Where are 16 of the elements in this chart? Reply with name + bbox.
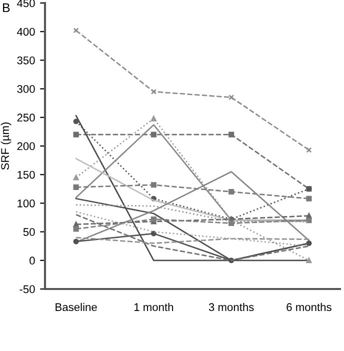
y-tick-label: 300 — [17, 85, 35, 93]
x-tick-label: Baseline — [56, 302, 97, 312]
y-tick-label: -50 — [20, 285, 35, 294]
y-tick-label: 100 — [18, 199, 35, 208]
x-tick-label: 3 months — [208, 302, 254, 312]
y-tick-label: 200 — [17, 142, 35, 150]
y-tick-label: 50 — [23, 228, 35, 236]
y-tick-label: 400 — [16, 28, 35, 36]
y-axis-title: SRF (µm) — [0, 122, 12, 170]
y-tick-label: 350 — [17, 56, 35, 64]
chart-title: B — [3, 3, 10, 12]
y-tick-label: 150 — [18, 170, 35, 179]
y-tick-label: 250 — [17, 114, 35, 122]
x-tick-label: 6 months — [286, 302, 332, 312]
x-tick-label: 1 month — [134, 302, 174, 312]
y-tick-label: 0 — [30, 256, 35, 265]
